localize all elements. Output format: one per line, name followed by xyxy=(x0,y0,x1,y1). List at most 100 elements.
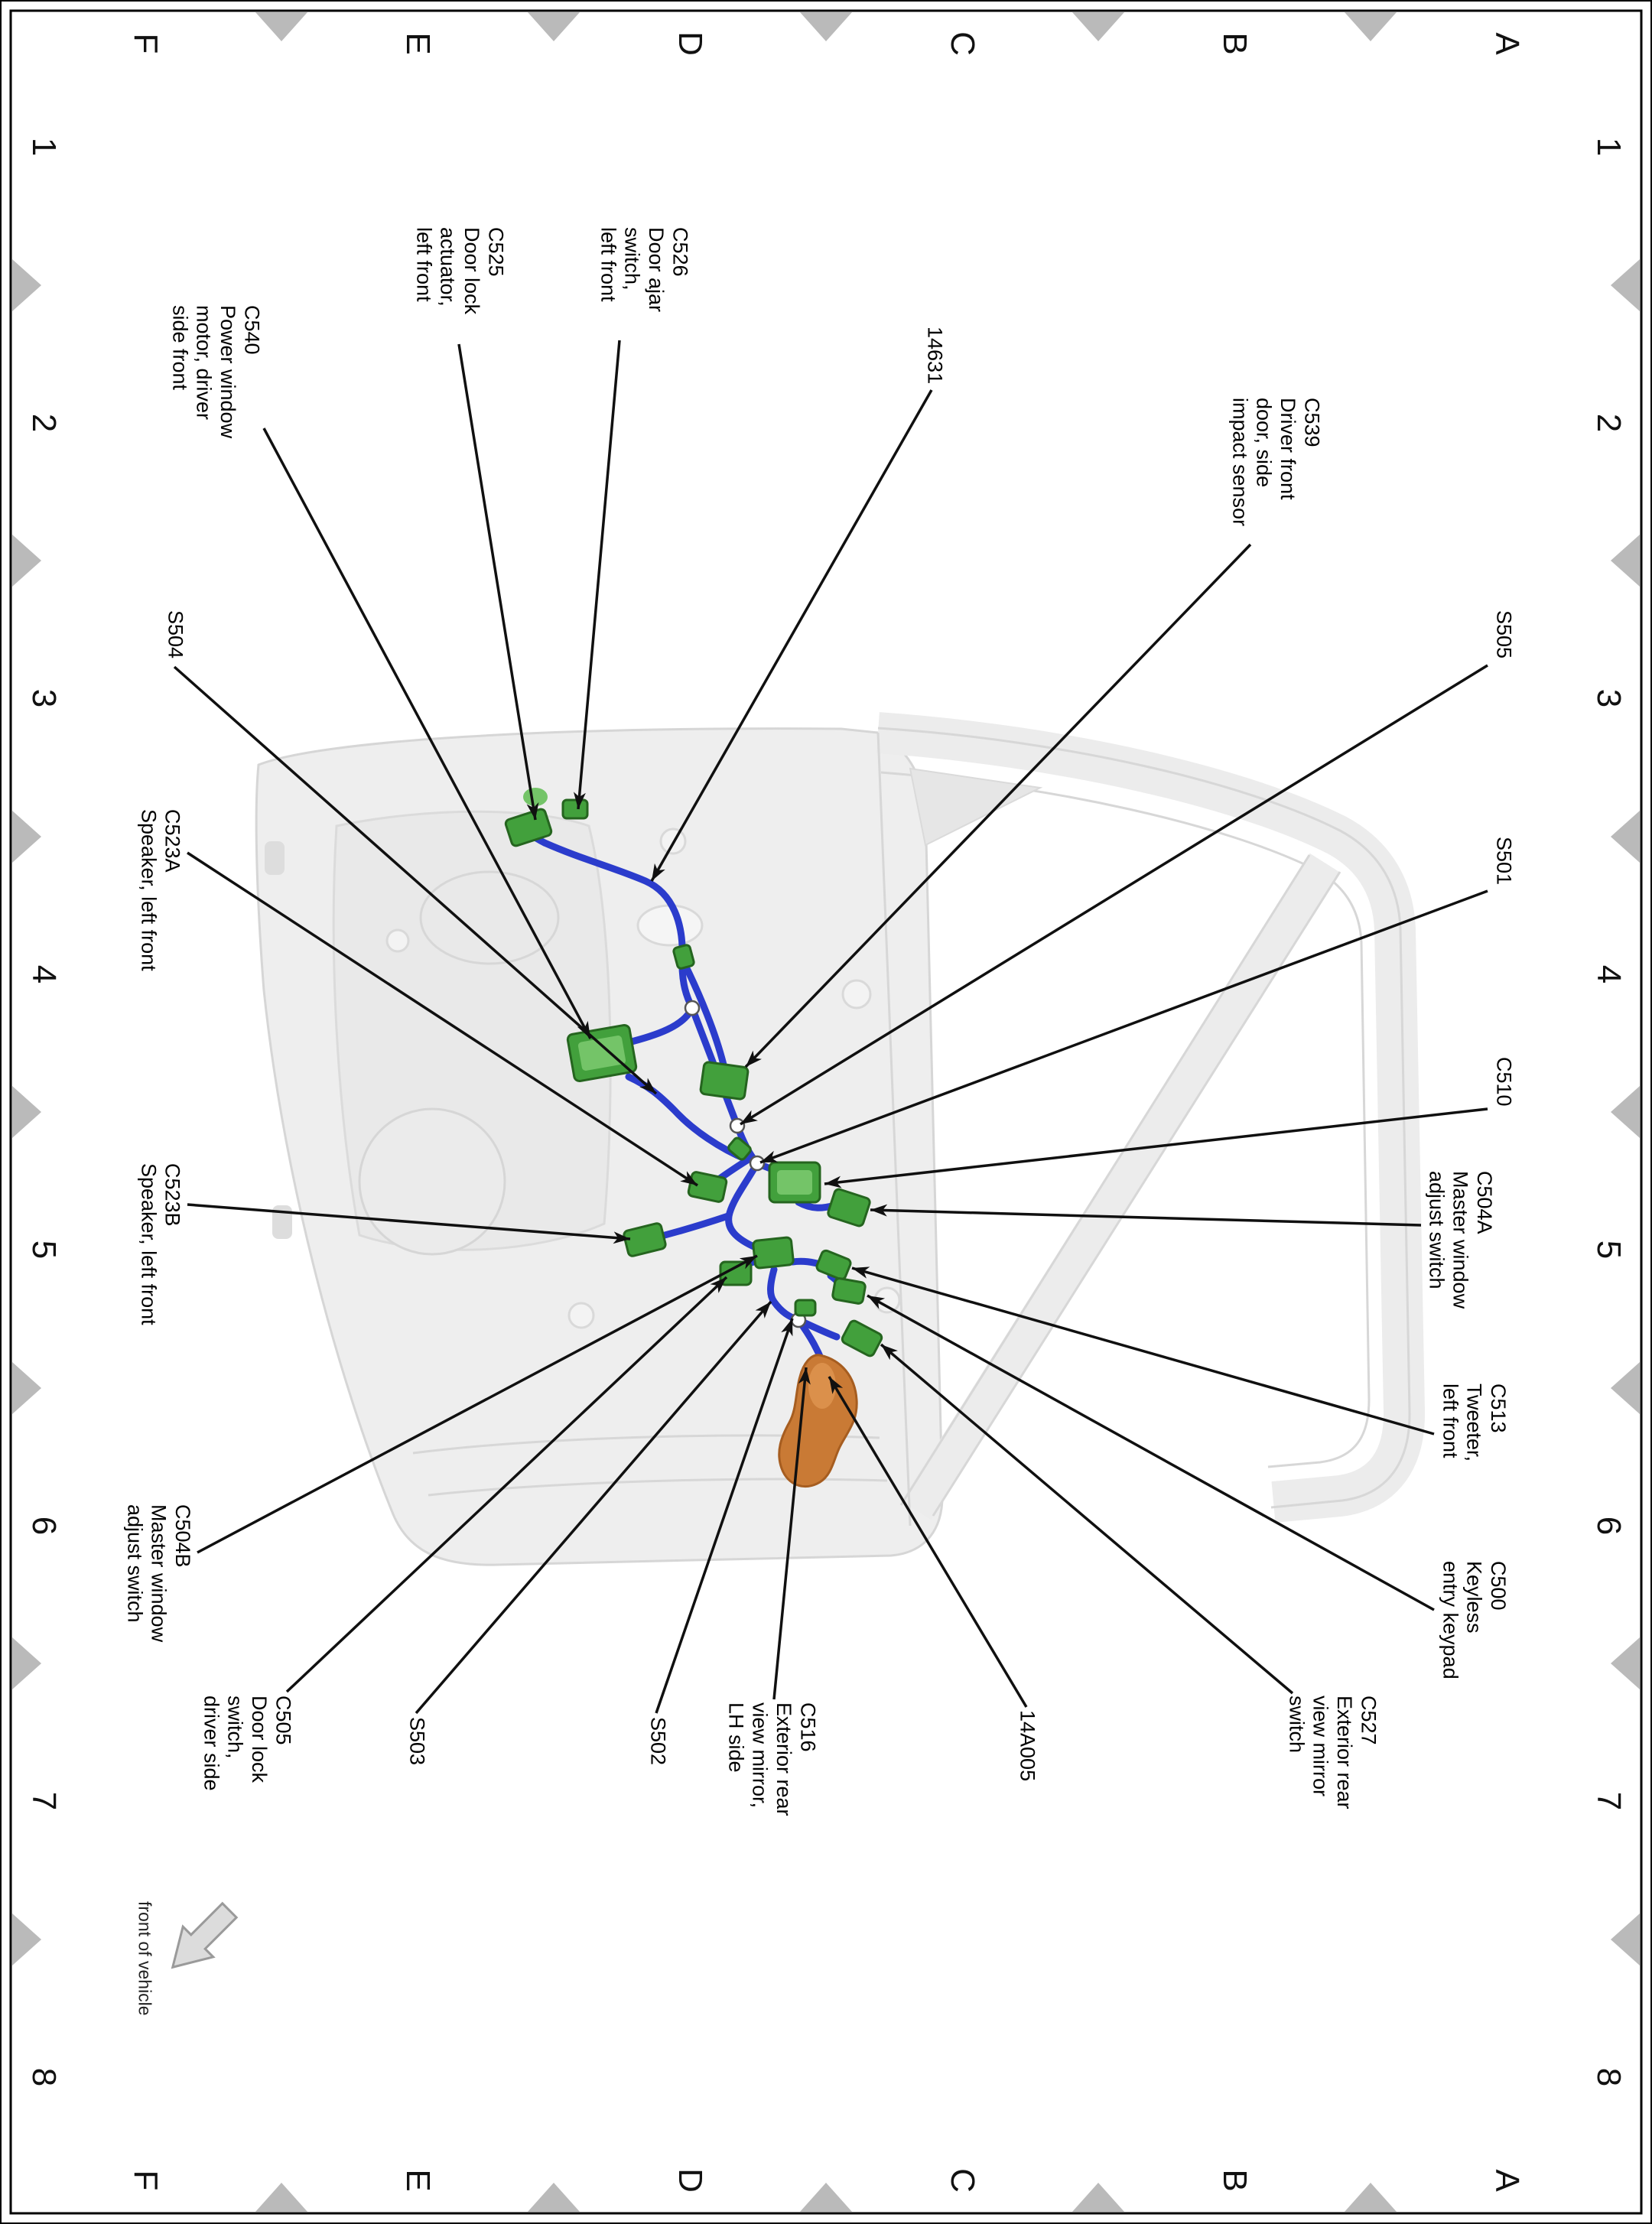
leader-c513 xyxy=(851,1266,1435,1436)
grid-ref-letter: C xyxy=(944,2168,981,2193)
hinge-boss xyxy=(272,1205,292,1239)
leader-14a005 xyxy=(828,1376,1028,1708)
callout-c539: C539 Driver front door, side impact sens… xyxy=(1228,398,1324,527)
leader-14631 xyxy=(650,389,933,882)
grid-ref-number: 2 xyxy=(25,413,63,433)
leader-c527 xyxy=(880,1343,1294,1695)
connector-c500 xyxy=(831,1277,867,1305)
callout-14a005: 14A005 xyxy=(1016,1710,1039,1782)
mirror-sail-panel xyxy=(909,767,1043,847)
leader-c539 xyxy=(744,543,1252,1068)
grid-ref-number: 6 xyxy=(1590,1516,1628,1536)
leader-c526 xyxy=(573,340,621,810)
grid-ref-letter: B xyxy=(1216,2169,1254,2192)
grid-ref-number: 3 xyxy=(25,688,63,708)
leader-c516 xyxy=(772,1367,811,1700)
callout-c527: C527 Exterior rear view mirror switch xyxy=(1285,1696,1380,1809)
leader-s502 xyxy=(655,1318,794,1714)
connector-inline xyxy=(672,944,695,970)
leader-c523b xyxy=(187,1203,631,1244)
grid-ref-number: 2 xyxy=(1590,413,1628,433)
access-hole xyxy=(636,904,704,947)
leader-s505 xyxy=(740,664,1488,1126)
callout-14631: 14631 xyxy=(923,327,947,385)
connector-small xyxy=(727,1136,752,1161)
leader-c525 xyxy=(457,343,539,821)
grid-ref-number: 7 xyxy=(25,1791,63,1811)
door-ghost xyxy=(255,712,1425,1566)
leader-c500 xyxy=(867,1294,1435,1611)
callout-s504: S504 xyxy=(164,610,187,659)
grid-ref-number: 1 xyxy=(1590,137,1628,157)
front-of-vehicle-label: front of vehicle xyxy=(135,1901,155,2016)
connector-c513 xyxy=(815,1249,852,1281)
connector-c504a xyxy=(827,1188,871,1227)
front-of-vehicle-arrow xyxy=(171,1901,239,1969)
grid-ref-letter: D xyxy=(672,2168,709,2193)
leader-c540 xyxy=(262,428,592,1039)
leader-s504 xyxy=(173,665,658,1095)
window-frame-band xyxy=(876,712,1425,1523)
grid-ref-letter: D xyxy=(672,31,709,56)
callout-c516: C516 Exterior rear view mirror, LH side xyxy=(724,1702,820,1816)
grid-ref-letter: B xyxy=(1216,32,1254,55)
callout-c525: C525 Door lock actuator, left front xyxy=(412,227,508,315)
callout-c500: C500 Keyless entry keypad xyxy=(1439,1561,1510,1679)
leader-lines xyxy=(173,340,1488,1715)
callout-c526: C526 Door ajar switch, left front xyxy=(597,227,692,313)
grid-ref-letter: A xyxy=(1488,2169,1526,2192)
grid-ref-number: 4 xyxy=(25,964,63,984)
leader-c523a xyxy=(187,851,698,1187)
connector-c523b xyxy=(623,1222,667,1257)
callout-c540: C540 Power window motor, driver side fro… xyxy=(168,305,264,439)
window-frame-diagonal xyxy=(901,853,1340,1520)
callout-c504a: C504A Master window adjust switch xyxy=(1425,1171,1496,1309)
speaker-opening xyxy=(358,1107,506,1256)
callout-c504b: C504B Master window adjust switch xyxy=(123,1504,194,1643)
grid-ref-number: 4 xyxy=(1590,964,1628,984)
callout-s505: S505 xyxy=(1492,610,1516,659)
grid-ref-number: 5 xyxy=(1590,1240,1628,1260)
grid-ref-number: 8 xyxy=(25,2067,63,2087)
grid-ref-letter: A xyxy=(1488,32,1526,55)
lock-actuator-nub xyxy=(523,788,548,806)
connector-c504b xyxy=(752,1236,795,1270)
callout-c523b: C523B Speaker, left front xyxy=(137,1163,184,1325)
connector-c539 xyxy=(699,1061,750,1101)
grid-ref-number: 1 xyxy=(25,137,63,157)
callout-s501: S501 xyxy=(1492,837,1516,886)
callout-s503: S503 xyxy=(405,1717,429,1766)
callout-c513: C513 Tweeter, left front xyxy=(1439,1383,1510,1462)
connector-c525 xyxy=(504,808,553,847)
callout-c510: C510 xyxy=(1492,1057,1516,1107)
border-frame xyxy=(9,9,1643,2215)
leader-c504a xyxy=(870,1204,1422,1227)
grid-ref-letter: E xyxy=(399,32,437,55)
connector-c526 xyxy=(561,798,589,820)
hinge-boss xyxy=(265,841,285,875)
grid-ref-letter: C xyxy=(944,31,981,56)
leader-c510 xyxy=(824,1107,1488,1188)
leader-s503 xyxy=(415,1300,772,1715)
leader-c505 xyxy=(285,1276,728,1693)
callout-c505: C505 Door lock switch, driver side xyxy=(200,1696,295,1791)
grid-ref-number: 5 xyxy=(25,1240,63,1260)
connector-small xyxy=(794,1299,817,1317)
zone-marker-triangles xyxy=(12,12,1640,2212)
grid-ref-number: 7 xyxy=(1590,1791,1628,1811)
grid-ref-letter: F xyxy=(127,33,164,54)
callout-c523a: C523A Speaker, left front xyxy=(137,809,184,971)
leader-c504b xyxy=(197,1254,758,1554)
connector-highlights xyxy=(523,788,812,1195)
grid-ref-letter: E xyxy=(399,2169,437,2192)
grid-ref-number: 3 xyxy=(1590,688,1628,708)
grid-ref-number: 6 xyxy=(25,1516,63,1536)
callout-s502: S502 xyxy=(646,1717,670,1766)
grid-ref-letter: F xyxy=(127,2170,164,2191)
grid-ref-number: 8 xyxy=(1590,2067,1628,2087)
connector-c527 xyxy=(841,1319,883,1357)
leader-s501 xyxy=(759,889,1488,1164)
